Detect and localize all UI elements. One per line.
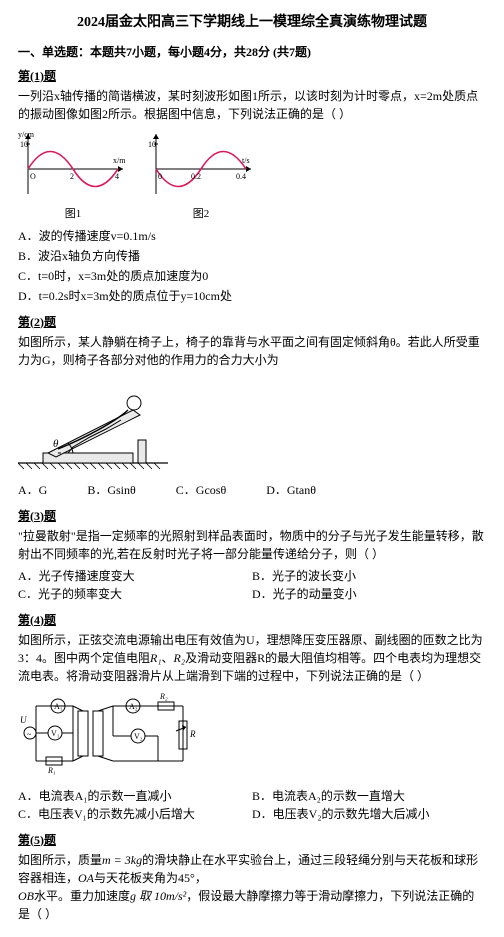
q2-opt-a: A．G: [18, 481, 47, 499]
q1-figures: 10 y/cm 2 4 x/m O 图1 10 0.2 0.4 t/s 0 图2: [18, 129, 486, 223]
svg-text:t/s: t/s: [242, 156, 250, 165]
q1-label: 第(1)题: [18, 67, 486, 85]
svg-text:10: 10: [148, 140, 156, 149]
q3-opt-d: D．光子的动量变小: [252, 585, 486, 603]
svg-text:0: 0: [158, 172, 162, 181]
q5-text: 如图所示，质量m = 3kg的滑块静止在水平实验台上，通过三段轻绳分别与天花板和…: [18, 851, 486, 923]
q4-opt-b: B．电流表A₂的示数一直增大: [252, 787, 486, 805]
q2-options: A．G B．Gsinθ C．Gcosθ D．Gtanθ: [18, 481, 486, 499]
q2-figure: θ: [18, 375, 486, 475]
q4-text: 如图所示，正弦交流电源输出电压有效值为U，理想降压变压器原、副线圈的匝数之比为3…: [18, 631, 486, 685]
svg-text:y/cm: y/cm: [18, 130, 35, 139]
q3-opt-c: C．光子的频率变大: [18, 585, 252, 603]
svg-text:V₁: V₁: [51, 729, 60, 738]
q1-options: A．波的传播速度v=0.1m/s B．波沿x轴负方向传播 C．t=0时，x=3m…: [18, 227, 486, 305]
section-heading: 一、单选题：本题共7小题，每小题4分，共28分 (共7题): [18, 43, 486, 61]
q4-opt-c: C．电压表V₁的示数先减小后增大: [18, 805, 252, 823]
q1-chart1: 10 y/cm 2 4 x/m O: [18, 129, 128, 199]
q3-options: A．光子传播速度变大 B．光子的波长变小 C．光子的频率变大 D．光子的动量变小: [18, 567, 486, 603]
q3-text: "拉曼散射"是指一定频率的光照射到样品表面时，物质中的分子与光子发生能量转移，散…: [18, 527, 486, 563]
q5-label: 第(5)题: [18, 831, 486, 849]
q4-opt-a: A．电流表A₁的示数一直减小: [18, 787, 252, 805]
q4-label: 第(4)题: [18, 611, 486, 629]
svg-text:10: 10: [20, 140, 28, 149]
svg-text:~: ~: [27, 730, 32, 739]
svg-text:V₂: V₂: [134, 732, 143, 741]
q2-opt-b: B．Gsinθ: [87, 481, 135, 499]
q1-opt-b: B．波沿x轴负方向传播: [18, 247, 486, 265]
q2-opt-c: C．Gcosθ: [176, 481, 226, 499]
q2-opt-d: D．Gtanθ: [266, 481, 316, 499]
q4-opt-d: D．电压表V₂的示数先增大后减小: [252, 805, 486, 823]
svg-text:A₁: A₁: [54, 702, 63, 711]
q2-text: 如图所示，某人静躺在椅子上，椅子的靠背与水平面之间有固定倾斜角θ。若此人所受重力…: [18, 333, 486, 369]
svg-text:O: O: [30, 172, 36, 181]
svg-text:0.2: 0.2: [191, 172, 201, 181]
q4-figure: ~ U A₁ R₁ V₁ A₂ R₂ R V₂: [18, 691, 486, 781]
svg-text:R₁: R₁: [47, 766, 56, 775]
q4-options: A．电流表A₁的示数一直减小 B．电流表A₂的示数一直增大 C．电压表V₁的示数…: [18, 787, 486, 823]
svg-text:θ: θ: [53, 438, 59, 450]
q3-opt-b: B．光子的波长变小: [252, 567, 486, 585]
svg-text:R₂: R₂: [159, 692, 168, 701]
svg-text:A₂: A₂: [129, 702, 138, 711]
q1-fig1-caption: 图1: [18, 206, 128, 223]
q2-label: 第(2)题: [18, 313, 486, 331]
svg-text:U: U: [20, 715, 27, 725]
svg-text:x/m: x/m: [113, 156, 126, 165]
q1-opt-a: A．波的传播速度v=0.1m/s: [18, 227, 486, 245]
page-title: 2024届金太阳高三下学期线上一模理综全真演练物理试题: [18, 12, 486, 33]
q3-label: 第(3)题: [18, 507, 486, 525]
q1-chart2: 10 0.2 0.4 t/s 0: [146, 129, 256, 199]
q1-opt-c: C．t=0时，x=3m处的质点加速度为0: [18, 267, 486, 285]
svg-text:4: 4: [115, 172, 119, 181]
q1-text: 一列沿x轴传播的简谐横波，某时刻波形如图1所示，以该时刻为计时零点，x=2m处质…: [18, 87, 486, 123]
q1-fig2-caption: 图2: [146, 206, 256, 223]
svg-text:2: 2: [70, 172, 74, 181]
svg-text:0.4: 0.4: [236, 172, 246, 181]
svg-text:R: R: [189, 729, 196, 739]
q3-opt-a: A．光子传播速度变大: [18, 567, 252, 585]
q1-opt-d: D．t=0.2s时x=3m处的质点位于y=10cm处: [18, 287, 486, 305]
